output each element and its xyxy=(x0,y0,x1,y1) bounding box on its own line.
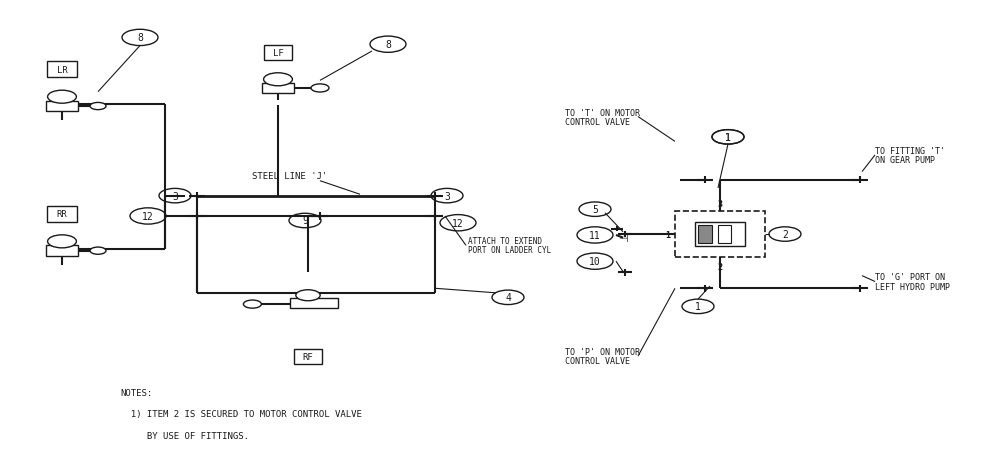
Text: 4: 4 xyxy=(505,293,511,303)
Text: ATTACH TO EXTEND: ATTACH TO EXTEND xyxy=(468,237,542,246)
Circle shape xyxy=(48,235,76,249)
Text: 1: 1 xyxy=(725,133,731,143)
Text: 1: 1 xyxy=(665,230,670,239)
Text: 10: 10 xyxy=(589,257,601,267)
Bar xyxy=(262,83,294,94)
Circle shape xyxy=(311,85,329,93)
Bar xyxy=(698,226,712,243)
Text: TO 'P' ON MOTOR: TO 'P' ON MOTOR xyxy=(565,347,640,356)
Text: 3: 3 xyxy=(444,191,450,201)
Text: 2: 2 xyxy=(782,230,788,239)
Circle shape xyxy=(243,300,261,308)
Text: BY USE OF FITTINGS.: BY USE OF FITTINGS. xyxy=(120,431,249,440)
Text: 12: 12 xyxy=(142,212,154,221)
Text: RR: RR xyxy=(57,210,67,219)
Text: 9: 9 xyxy=(302,216,308,226)
Text: TO FITTING 'T': TO FITTING 'T' xyxy=(875,147,945,156)
Circle shape xyxy=(48,91,76,104)
Text: NOTES:: NOTES: xyxy=(120,388,152,397)
Text: CONTROL VALVE: CONTROL VALVE xyxy=(565,356,630,365)
Text: TO 'T' ON MOTOR: TO 'T' ON MOTOR xyxy=(565,108,640,117)
Text: STEEL LINE 'J': STEEL LINE 'J' xyxy=(252,171,328,180)
Circle shape xyxy=(90,103,106,110)
Text: 3: 3 xyxy=(718,199,722,208)
Text: 1: 1 xyxy=(695,302,701,312)
Text: PORT ON LADDER CYL: PORT ON LADDER CYL xyxy=(468,246,551,255)
Text: 1: 1 xyxy=(725,133,731,143)
Text: ON GEAR PUMP: ON GEAR PUMP xyxy=(875,156,935,165)
Text: 11: 11 xyxy=(589,230,601,240)
Text: 8: 8 xyxy=(137,33,143,43)
Text: 5: 5 xyxy=(592,205,598,215)
Text: TO 'G' PORT ON: TO 'G' PORT ON xyxy=(875,273,945,282)
Text: 8: 8 xyxy=(385,40,391,50)
Text: LEFT HYDRO PUMP: LEFT HYDRO PUMP xyxy=(875,282,950,291)
Bar xyxy=(46,246,78,257)
Text: LF: LF xyxy=(273,49,283,58)
Text: 2: 2 xyxy=(718,262,722,272)
Text: 1) ITEM 2 IS SECURED TO MOTOR CONTROL VALVE: 1) ITEM 2 IS SECURED TO MOTOR CONTROL VA… xyxy=(120,410,362,419)
Text: 12: 12 xyxy=(452,218,464,228)
Circle shape xyxy=(90,248,106,255)
Text: CONTROL VALVE: CONTROL VALVE xyxy=(565,117,630,126)
Bar xyxy=(46,101,78,112)
Text: LR: LR xyxy=(57,65,67,74)
Text: RF: RF xyxy=(303,352,313,361)
Text: ⊣: ⊣ xyxy=(618,233,628,243)
Circle shape xyxy=(264,74,292,87)
Bar xyxy=(695,222,745,247)
Bar xyxy=(718,226,731,243)
Text: 3: 3 xyxy=(172,191,178,201)
Bar xyxy=(290,298,338,308)
Circle shape xyxy=(296,290,320,301)
FancyBboxPatch shape xyxy=(675,212,765,257)
